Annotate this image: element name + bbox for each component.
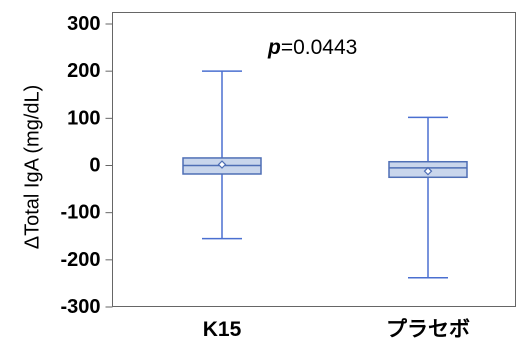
plot-frame bbox=[112, 12, 516, 307]
y-tick-label: 0 bbox=[89, 155, 100, 177]
box-series bbox=[182, 70, 468, 279]
p-label: p bbox=[267, 36, 281, 59]
y-axis-label: ΔTotal IgA (mg/dL) bbox=[21, 85, 43, 250]
y-tick-label: -200 bbox=[60, 249, 100, 271]
box-k15 bbox=[182, 70, 262, 240]
y-axis-ticks: 300 200 100 0 -100 -200 -300 bbox=[60, 13, 113, 318]
mean-marker bbox=[423, 166, 433, 176]
p-value: =0.0443 bbox=[281, 36, 358, 59]
y-tick-label: 300 bbox=[67, 13, 100, 35]
y-tick-label: 200 bbox=[67, 60, 100, 82]
x-axis-labels: K15 プラセボ bbox=[203, 318, 470, 341]
box-placebo bbox=[388, 116, 468, 279]
y-tick-label: -300 bbox=[60, 296, 100, 318]
p-value-annotation: p=0.0443 bbox=[267, 36, 357, 59]
x-category-label: K15 bbox=[203, 318, 242, 341]
y-tick-label: -100 bbox=[60, 202, 100, 224]
x-category-label: プラセボ bbox=[386, 318, 470, 341]
mean-marker bbox=[217, 160, 227, 169]
y-tick-label: 100 bbox=[67, 107, 100, 129]
